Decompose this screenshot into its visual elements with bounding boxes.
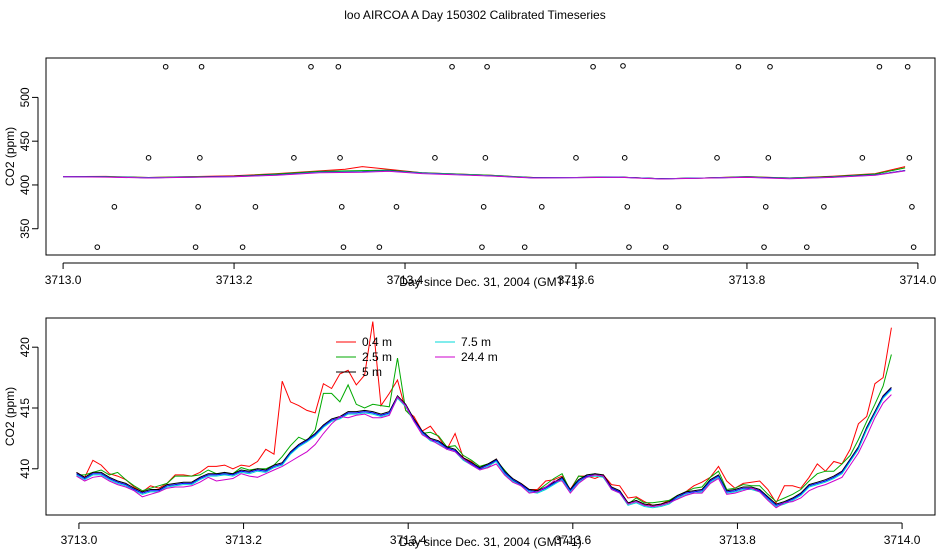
legend-label: 5 m — [362, 365, 382, 379]
calibration-point — [590, 63, 596, 70]
calibration-point — [761, 244, 767, 250]
calibration-point — [762, 204, 769, 210]
y-tick-label: 500 — [18, 87, 32, 107]
x-tick-label: 3713.4 — [387, 273, 424, 287]
calibration-point — [675, 204, 682, 210]
x-tick-label: 3713.0 — [45, 273, 82, 287]
calibration-point — [906, 155, 913, 161]
y-tick-label: 420 — [18, 337, 32, 357]
calibration-point — [735, 63, 742, 70]
calibration-point — [192, 244, 199, 250]
calibration-point — [197, 155, 203, 161]
calibration-point — [480, 204, 487, 210]
calibration-point — [624, 204, 631, 210]
x-axis-label: Day since Dec. 31, 2004 (GMT+1) — [399, 275, 581, 289]
legend-label: 24.4 m — [461, 350, 498, 364]
series-line-2 — [76, 386, 892, 506]
calibration-point — [767, 63, 773, 70]
x-tick-label: 3713.2 — [225, 533, 262, 547]
series-line-5 — [76, 394, 892, 509]
series-line-4 — [76, 389, 892, 509]
calibration-point — [195, 204, 201, 210]
calibration-point — [626, 244, 632, 250]
calibration-point — [904, 63, 911, 70]
calibration-point — [145, 155, 152, 161]
y-tick-label: 350 — [18, 218, 32, 238]
y-axis-label: CO2 (ppm) — [3, 127, 17, 186]
calibration-panel: 3713.0 3713.2 3713.4 3713.6 3713.8 3714.0 Day … — [3, 57, 937, 289]
calibration-point — [111, 204, 118, 210]
calibration-point — [198, 63, 205, 70]
legend: 0.4 m2.5 m5 m 7.5 m24.4 m — [336, 335, 498, 379]
calibration-point — [308, 63, 314, 70]
calibration-point — [94, 244, 101, 250]
x-tick-label: 3713.6 — [558, 273, 595, 287]
calibration-point — [291, 155, 297, 161]
calibration-point — [620, 63, 626, 69]
calibration-point — [662, 244, 669, 250]
chart-main-title: loo AIRCOA A Day 150302 Calibrated Times… — [344, 8, 606, 22]
calibration-point — [376, 244, 383, 250]
legend-label: 2.5 m — [362, 350, 392, 364]
legend-label: 7.5 m — [461, 335, 491, 349]
calibration-point — [335, 63, 342, 70]
calibration-point — [909, 204, 915, 210]
series-line-1 — [76, 354, 892, 505]
calibration-point — [876, 63, 883, 70]
y-tick-label: 450 — [18, 131, 32, 151]
calibration-point — [449, 63, 455, 70]
calibration-point — [821, 204, 827, 210]
legend-label: 0.4 m — [362, 335, 392, 349]
plot-frame — [45, 317, 936, 516]
x-tick-label: 3713.0 — [61, 533, 98, 547]
calibration-point — [765, 155, 772, 161]
x-tick-label: 3713.2 — [216, 273, 253, 287]
calibration-point — [482, 155, 489, 161]
calibration-point — [521, 244, 528, 250]
calibration-point — [621, 155, 628, 161]
calibration-point — [239, 244, 246, 250]
x-tick-label: 3713.4 — [390, 533, 427, 547]
x-tick-label: 3713.6 — [554, 533, 591, 547]
series-line-5 — [63, 170, 906, 180]
calibration-point — [340, 244, 347, 250]
y-axis-label: CO2 (ppm) — [3, 387, 17, 446]
x-tick-label: 3714.0 — [900, 273, 937, 287]
calibration-point — [910, 244, 917, 250]
calibration-point — [393, 204, 400, 210]
x-tick-label: 3714.0 — [884, 533, 921, 547]
y-tick-label: 410 — [18, 458, 32, 478]
calibration-point — [337, 155, 343, 161]
calibration-point — [479, 244, 485, 250]
calibration-point — [803, 244, 810, 250]
calibration-point — [252, 204, 259, 210]
calibration-point — [432, 155, 438, 161]
calibration-point — [338, 204, 345, 210]
calibration-point — [162, 63, 169, 70]
plot-frame — [45, 57, 936, 256]
x-tick-label: 3713.8 — [719, 533, 756, 547]
y-tick-label: 400 — [18, 175, 32, 195]
series-line-3 — [76, 388, 892, 508]
calibration-point — [484, 63, 490, 70]
calibration-point — [859, 155, 866, 161]
timeseries-panel: 3713.0 3713.2 3713.4 3713.6 3713.8 3714.0 Day … — [3, 317, 936, 549]
calibration-point — [538, 204, 545, 210]
calibration-point — [573, 155, 579, 161]
y-tick-label: 415 — [18, 398, 32, 418]
x-axis-label: Day since Dec. 31, 2004 (GMT+1) — [399, 535, 581, 549]
calibration-point — [714, 155, 720, 161]
x-tick-label: 3713.8 — [729, 273, 766, 287]
